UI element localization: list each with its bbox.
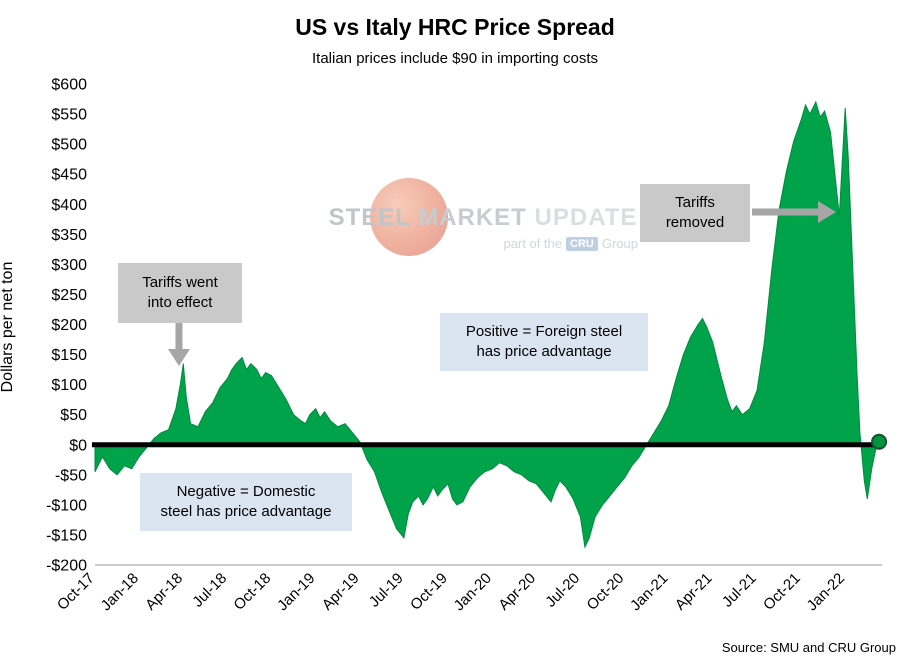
svg-text:Jan-21: Jan-21	[627, 570, 671, 614]
svg-text:Oct-18: Oct-18	[231, 570, 275, 614]
svg-text:Apr-21: Apr-21	[672, 570, 716, 614]
svg-text:$0: $0	[69, 437, 87, 454]
arrow-right-icon	[752, 201, 836, 223]
svg-text:Jul-20: Jul-20	[542, 570, 583, 611]
svg-text:$500: $500	[51, 137, 87, 154]
svg-text:Jul-21: Jul-21	[719, 570, 760, 611]
svg-text:$400: $400	[51, 197, 87, 214]
svg-text:Jul-19: Jul-19	[366, 570, 407, 611]
svg-text:Apr-18: Apr-18	[142, 570, 186, 614]
svg-text:Jan-22: Jan-22	[804, 570, 848, 614]
annotation-tariffs-removed: Tariffs removed	[640, 184, 750, 242]
svg-text:$150: $150	[51, 347, 87, 364]
svg-text:Oct-20: Oct-20	[584, 570, 628, 614]
svg-text:$350: $350	[51, 227, 87, 244]
arrow-down-icon	[168, 323, 190, 366]
svg-text:-$50: -$50	[55, 467, 87, 484]
page-title: US vs Italy HRC Price Spread	[295, 14, 615, 40]
svg-text:Jan-20: Jan-20	[451, 570, 495, 614]
svg-text:Jul-18: Jul-18	[189, 570, 230, 611]
annotation-tariffs-effect: Tariffs went into effect	[118, 263, 242, 323]
svg-text:Oct-21: Oct-21	[760, 570, 804, 614]
svg-text:Jan-19: Jan-19	[274, 570, 318, 614]
svg-text:$600: $600	[51, 77, 87, 94]
svg-text:$50: $50	[60, 407, 87, 424]
annotation-negative: Negative = Domestic steel has price adva…	[140, 473, 352, 531]
svg-text:$100: $100	[51, 377, 87, 394]
svg-text:Oct-17: Oct-17	[54, 570, 98, 614]
svg-text:$200: $200	[51, 317, 87, 334]
svg-text:Jan-18: Jan-18	[97, 570, 141, 614]
svg-text:-$100: -$100	[46, 497, 87, 514]
svg-text:-$150: -$150	[46, 527, 87, 544]
annotation-positive: Positive = Foreign steel has price advan…	[440, 313, 648, 371]
source-note: Source: SMU and CRU Group	[721, 640, 896, 655]
svg-text:-$200: -$200	[46, 558, 87, 575]
svg-text:Apr-20: Apr-20	[495, 570, 539, 614]
page-subtitle: Italian prices include $90 in importing …	[312, 50, 598, 67]
svg-text:Apr-19: Apr-19	[319, 570, 363, 614]
svg-text:Oct-19: Oct-19	[407, 570, 451, 614]
svg-text:$300: $300	[51, 257, 87, 274]
svg-text:$550: $550	[51, 107, 87, 124]
svg-text:$450: $450	[51, 167, 87, 184]
svg-text:$250: $250	[51, 287, 87, 304]
